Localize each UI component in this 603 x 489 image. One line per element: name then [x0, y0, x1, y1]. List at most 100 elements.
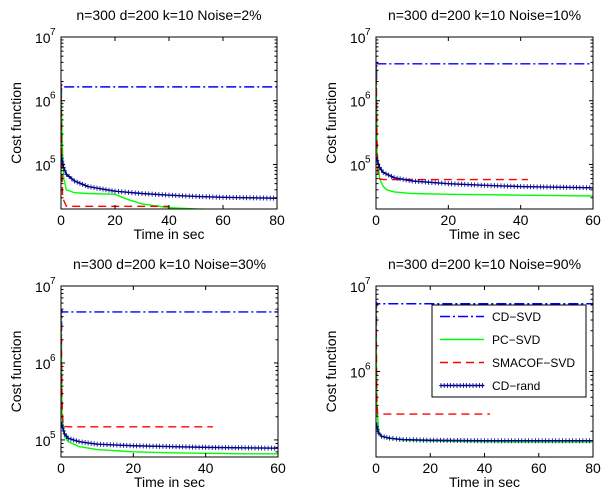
- marker-point: [387, 435, 392, 441]
- legend-label: SMACOF−SVD: [492, 356, 575, 370]
- marker-point: [80, 439, 85, 445]
- x-tick-label: 40: [198, 460, 214, 476]
- marker-point: [227, 194, 232, 200]
- marker-point: [489, 438, 494, 444]
- marker-point: [428, 437, 433, 443]
- marker-point: [62, 431, 67, 437]
- marker-point: [577, 438, 582, 444]
- marker-point: [401, 176, 406, 182]
- marker-point: [506, 438, 511, 444]
- marker-point: [107, 187, 111, 193]
- marker-point: [546, 438, 551, 444]
- marker-point: [560, 438, 565, 444]
- x-tick-label: 20: [107, 212, 123, 228]
- marker-point: [221, 194, 225, 200]
- marker-point: [80, 181, 85, 187]
- marker-point: [214, 194, 219, 200]
- y-tick-label: 10: [350, 279, 366, 295]
- x-axis-label: Time in sec: [449, 474, 520, 489]
- marker-point: [392, 175, 397, 181]
- marker-point: [395, 175, 400, 181]
- y-tick-exponent: 6: [50, 91, 56, 102]
- x-tick-label: 60: [531, 460, 547, 476]
- marker-point: [83, 439, 88, 445]
- marker-point: [523, 438, 528, 444]
- x-tick-label: 0: [372, 212, 380, 228]
- y-tick-exponent: 7: [50, 276, 56, 287]
- marker-point: [268, 195, 273, 201]
- y-tick-label: 10: [35, 94, 51, 110]
- marker-point: [389, 173, 394, 179]
- marker-point: [580, 438, 585, 444]
- y-tick-label: 10: [350, 94, 366, 110]
- series-markers-cdrand: [61, 152, 276, 201]
- marker-point: [526, 438, 531, 444]
- marker-point: [536, 438, 541, 444]
- marker-point: [382, 434, 387, 440]
- marker-point: [516, 438, 521, 444]
- marker-point: [479, 438, 484, 444]
- marker-point: [529, 438, 534, 444]
- marker-point: [68, 436, 73, 442]
- series-line-pcsvd: [376, 66, 593, 197]
- marker-point: [104, 187, 108, 193]
- marker-point: [160, 192, 165, 198]
- marker-point: [95, 185, 99, 191]
- marker-point: [502, 438, 507, 444]
- series-line-cdsvd: [61, 84, 277, 135]
- marker-point: [386, 172, 391, 178]
- y-tick-exponent: 7: [365, 27, 371, 38]
- marker-point: [150, 191, 155, 197]
- x-tick-label: 40: [161, 212, 177, 228]
- series-line-cdsvd: [376, 60, 593, 135]
- y-axis-label: Cost function: [323, 82, 339, 164]
- series-line-cdsvd: [61, 308, 278, 404]
- marker-point: [550, 438, 555, 444]
- marker-point: [376, 158, 380, 164]
- chart-title: n=300 d=200 k=10 Noise=90%: [388, 256, 581, 272]
- marker-point: [66, 435, 71, 441]
- marker-point: [170, 192, 175, 198]
- marker-point: [140, 191, 144, 197]
- marker-point: [200, 194, 205, 200]
- marker-point: [398, 176, 403, 182]
- marker-point: [379, 167, 384, 173]
- x-tick-label: 40: [513, 212, 529, 228]
- y-tick-label: 10: [35, 356, 51, 372]
- x-tick-label: 60: [215, 212, 231, 228]
- marker-point: [431, 437, 436, 443]
- x-tick-label: 20: [422, 460, 438, 476]
- y-tick-exponent: 7: [50, 27, 56, 38]
- y-tick-label: 10: [35, 433, 51, 449]
- marker-point: [414, 437, 419, 443]
- marker-point: [438, 437, 443, 443]
- marker-point: [173, 192, 178, 198]
- marker-point: [584, 438, 589, 444]
- x-axis-label: Time in sec: [134, 474, 205, 489]
- x-tick-label: 0: [57, 212, 65, 228]
- series-line-smacofsvd: [61, 82, 169, 208]
- marker-point: [553, 438, 558, 444]
- series-line-pcsvd: [61, 87, 224, 209]
- marker-point: [397, 436, 402, 442]
- marker-point: [451, 437, 456, 443]
- marker-point: [113, 188, 117, 194]
- marker-point: [394, 436, 399, 442]
- series-markers-cdrand: [61, 419, 277, 451]
- marker-point: [92, 185, 96, 191]
- marker-point: [77, 180, 82, 186]
- marker-point: [258, 195, 263, 201]
- legend-label: CD−SVD: [492, 310, 541, 324]
- marker-point: [72, 178, 77, 184]
- marker-point: [180, 193, 185, 199]
- marker-point: [418, 437, 423, 443]
- marker-point: [424, 437, 429, 443]
- chart-title: n=300 d=200 k=10 Noise=2%: [76, 7, 261, 23]
- marker-point: [153, 191, 158, 197]
- series-line-cdrand: [376, 422, 593, 442]
- marker-point: [86, 440, 91, 446]
- marker-point: [499, 438, 504, 444]
- marker-point: [136, 190, 141, 196]
